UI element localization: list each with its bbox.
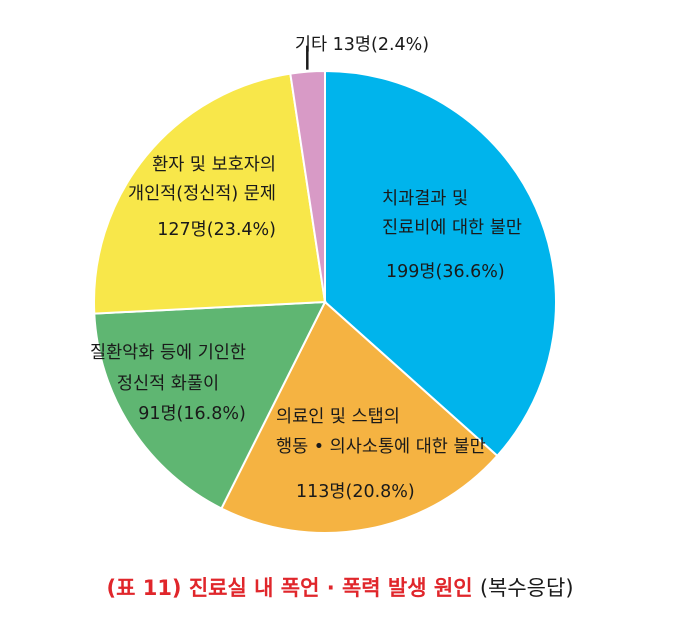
slice-label-staff: 의료인 및 스탭의 행동 • 의사소통에 대한 불만 113명(20.8%) [276,407,486,502]
slice-label-personal: 환자 및 보호자의 개인적(정신적) 문제 127명(23.4%) [128,155,276,240]
slice-staff [220,300,499,534]
slice-value-illness: 91명(16.8%) [138,404,246,424]
slice-label-billing: 치과결과 및 진료비에 대한 불만 199명(36.6%) [382,189,522,282]
slice-label-other: 기타 13명(2.4%) [295,35,429,55]
slice-label-staff-line-1: 의료인 및 스탭의 [276,407,400,427]
slice-other [289,69,326,303]
slice-label-illness-line-1: 질환악화 등에 기인한 [90,343,246,363]
slice-value-personal: 127명(23.4%) [157,220,276,240]
slice-label-illness: 질환악화 등에 기인한 정신적 화풀이 91명(16.8%) [90,343,246,424]
chart-subtitle: (복수응답) [479,576,574,600]
chart-title: (표 11) 진료실 내 폭언 · 폭력 발생 원인 [106,576,473,600]
slice-label-billing-line-1: 치과결과 및 [382,189,468,209]
pie-chart: 치과결과 및 진료비에 대한 불만 199명(36.6%) 의료인 및 스탭의 … [90,35,557,534]
slice-value-staff: 113명(20.8%) [296,482,415,502]
chart-caption: (표 11) 진료실 내 폭언 · 폭력 발생 원인 (복수응답) [0,572,680,602]
slice-label-personal-line-1: 환자 및 보호자의 [152,155,276,175]
slice-label-staff-line-2: 행동 • 의사소통에 대한 불만 [276,437,486,457]
slice-personal [93,72,327,315]
slice-label-billing-line-2: 진료비에 대한 불만 [382,218,522,238]
slice-value-billing: 199명(36.6%) [386,262,505,282]
slice-label-illness-line-2: 정신적 화풀이 [117,374,219,394]
slice-billing [324,69,557,458]
slice-illness [93,300,327,510]
slice-label-personal-line-2: 개인적(정신적) 문제 [128,184,276,204]
